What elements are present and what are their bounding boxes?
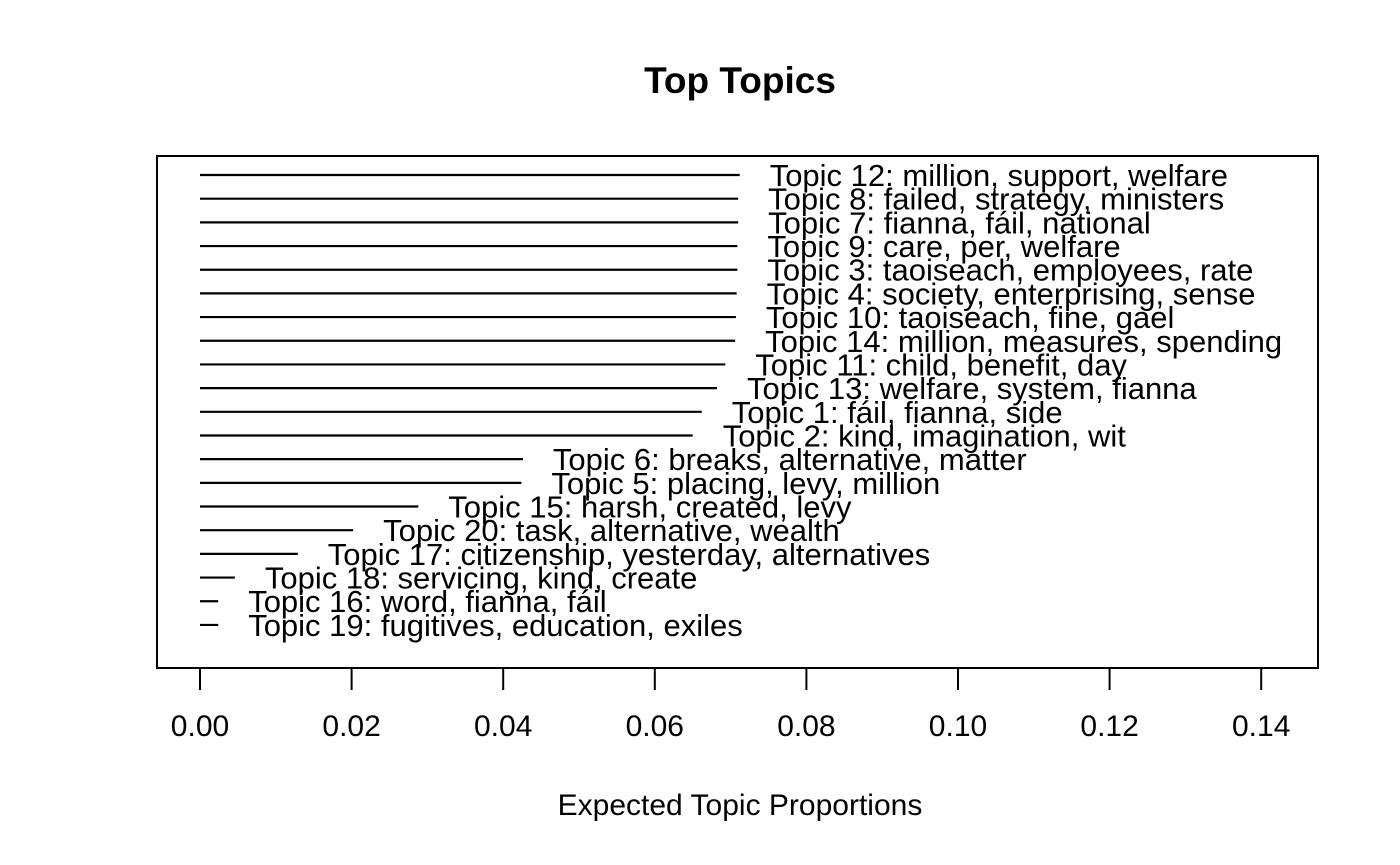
- topic-label: Topic 8: failed, strategy, ministers: [768, 182, 1224, 217]
- topic-label: Topic 3: taoiseach, employees, rate: [767, 253, 1253, 288]
- topic-label: Topic 12: million, support, welfare: [770, 158, 1228, 193]
- topic-label: Topic 15: harsh, created, levy: [448, 490, 852, 525]
- x-tick-label: 0.12: [1080, 710, 1138, 743]
- topic-label: Topic 6: breaks, alternative, matter: [553, 442, 1027, 477]
- x-tick-label: 0.06: [626, 710, 684, 743]
- topic-label: Topic 5: placing, levy, million: [551, 466, 940, 501]
- topic-label: Topic 1: fáil, fianna, side: [732, 395, 1063, 430]
- chart-title: Top Topics: [644, 60, 836, 101]
- x-tick-label: 0.08: [777, 710, 835, 743]
- x-axis-label: Expected Topic Proportions: [558, 789, 923, 822]
- x-tick-label: 0.00: [171, 710, 229, 743]
- plot-box: [156, 155, 1319, 669]
- topic-label: Topic 2: kind, imagination, wit: [723, 418, 1127, 453]
- topic-label: Topic 20: task, alternative, wealth: [383, 513, 840, 548]
- topic-label: Topic 10: taoiseach, fine, gael: [766, 300, 1174, 335]
- topic-label: Topic 9: care, per, welfare: [767, 229, 1120, 264]
- topic-label: Topic 18: servicing, kind, create: [265, 561, 698, 596]
- topic-label: Topic 16: word, fianna, fáil: [248, 584, 606, 619]
- topic-label: Topic 19: fugitives, education, exiles: [248, 608, 743, 643]
- topic-label: Topic 4: society, enterprising, sense: [767, 276, 1256, 311]
- x-tick-label: 0.02: [322, 710, 380, 743]
- topic-label: Topic 7: fianna, fáil, national: [768, 205, 1151, 240]
- topic-label: Topic 11: child, benefit, day: [755, 347, 1127, 382]
- topic-label: Topic 14: million, measures, spending: [765, 324, 1282, 359]
- topic-label: Topic 17: citizenship, yesterday, altern…: [328, 537, 931, 572]
- x-tick-label: 0.04: [474, 710, 532, 743]
- x-tick-label: 0.14: [1232, 710, 1290, 743]
- topic-label: Topic 13: welfare, system, fianna: [747, 371, 1197, 406]
- x-tick-label: 0.10: [929, 710, 987, 743]
